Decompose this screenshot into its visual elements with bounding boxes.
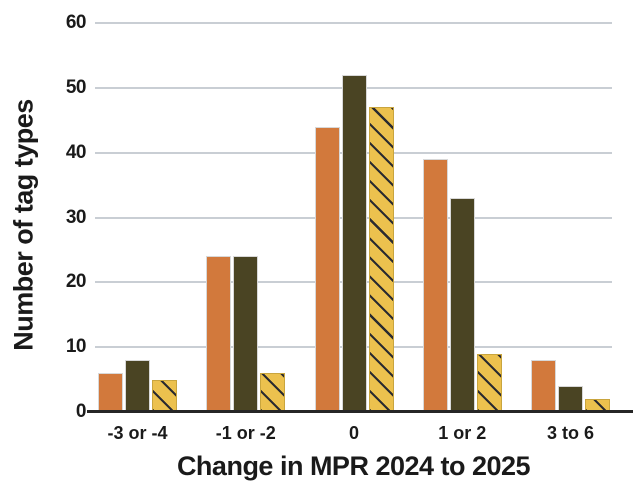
x-category-label: 0: [348, 423, 359, 443]
x-axis-line: [87, 410, 633, 413]
bar-group: [314, 23, 394, 412]
x-category-label: -1 or -2: [215, 423, 276, 443]
x-category-label: 1 or 2: [438, 423, 487, 443]
bar-dark-olive: [558, 386, 583, 412]
y-tick-label: 40: [65, 141, 87, 163]
bar-dark-olive: [233, 256, 259, 412]
y-tick-label: 10: [65, 336, 87, 358]
bar-group: [531, 23, 610, 412]
bar-dark-olive: [341, 75, 367, 412]
bar-dark-olive: [125, 360, 150, 412]
bar-yellow-hatched: [368, 107, 394, 412]
bar-yellow-hatched: [260, 373, 286, 412]
y-tick-label: 20: [65, 271, 87, 293]
bar-orange: [531, 360, 556, 412]
y-tick-label: 0: [75, 401, 87, 422]
bar-orange: [206, 256, 232, 412]
bar-orange: [98, 373, 123, 412]
y-tick-label: 60: [65, 12, 87, 33]
bar-group: [98, 23, 177, 412]
x-category-label: 3 to 6: [546, 423, 594, 443]
bar-dark-olive: [449, 198, 475, 412]
y-tick-label: 30: [65, 206, 87, 228]
bar-yellow-hatched: [585, 399, 610, 412]
bar-orange: [314, 127, 340, 412]
bar-group: [206, 23, 286, 412]
y-tick-label: 50: [65, 76, 87, 98]
x-category-label: -3 or -4: [107, 423, 168, 443]
bar-group: [422, 23, 502, 412]
bar-yellow-hatched: [152, 380, 177, 412]
gridline: [95, 22, 612, 24]
bar-yellow-hatched: [476, 354, 502, 412]
bar-orange: [422, 159, 448, 412]
plot-area: [95, 22, 612, 412]
x-axis-title: Change in MPR 2024 to 2025: [176, 451, 531, 481]
